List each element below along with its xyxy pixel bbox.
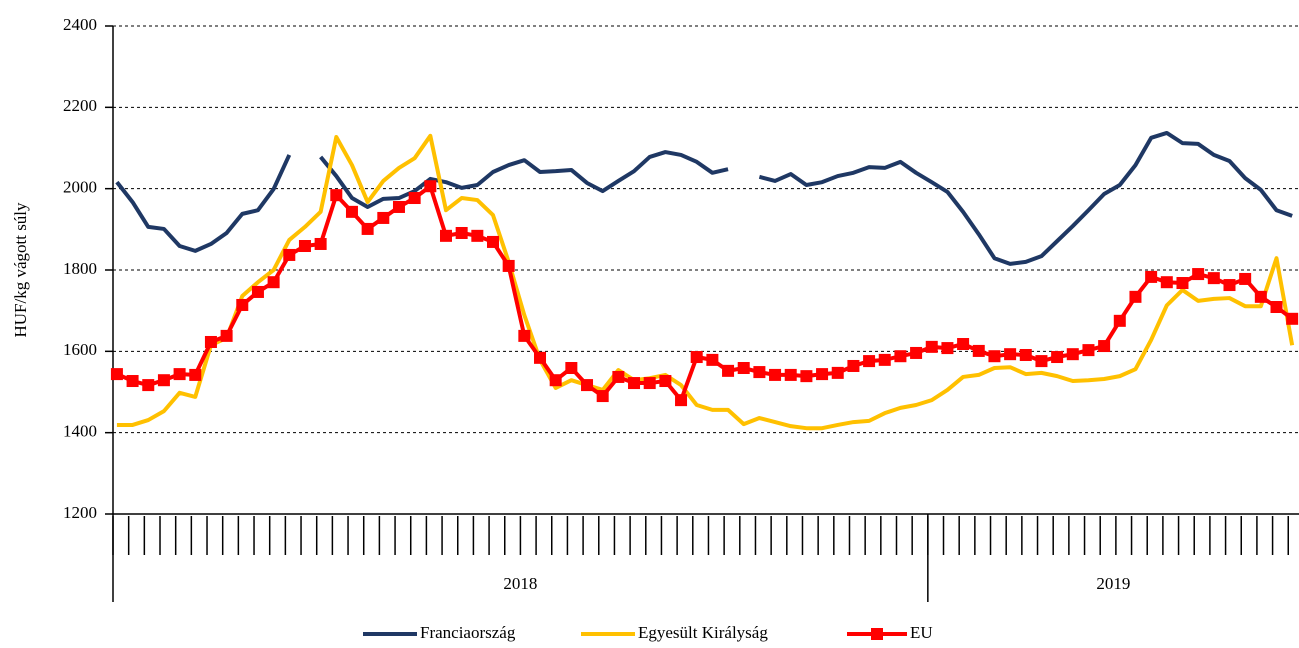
marker xyxy=(1223,279,1236,292)
marker xyxy=(1176,277,1189,290)
group-label: 2018 xyxy=(503,574,537,593)
marker xyxy=(1192,268,1205,281)
marker xyxy=(612,370,625,383)
marker xyxy=(126,375,139,388)
marker xyxy=(1113,314,1126,327)
y-tick-label: 2400 xyxy=(63,15,97,34)
marker xyxy=(1082,344,1095,357)
y-tick-label: 1800 xyxy=(63,259,97,278)
legend-label: Franciaország xyxy=(420,623,516,642)
marker xyxy=(628,377,641,390)
marker xyxy=(878,353,891,366)
marker xyxy=(345,205,358,218)
marker xyxy=(925,340,938,353)
marker xyxy=(690,351,703,364)
marker xyxy=(675,394,688,407)
marker xyxy=(972,344,985,357)
marker xyxy=(204,335,217,348)
marker xyxy=(988,350,1001,363)
marker xyxy=(831,366,844,379)
marker xyxy=(706,353,719,366)
marker xyxy=(1286,312,1299,325)
marker xyxy=(408,192,421,205)
marker xyxy=(518,329,531,342)
marker xyxy=(486,235,499,248)
marker xyxy=(1145,270,1158,283)
marker xyxy=(267,276,280,289)
marker xyxy=(565,362,578,375)
marker xyxy=(1254,290,1267,303)
marker xyxy=(142,379,155,392)
marker xyxy=(737,362,750,375)
marker xyxy=(643,377,656,390)
group-label: 2019 xyxy=(1096,574,1130,593)
marker xyxy=(173,368,186,381)
marker xyxy=(1270,301,1283,314)
series-line xyxy=(116,133,1295,431)
marker xyxy=(1035,355,1048,368)
marker xyxy=(863,355,876,368)
marker xyxy=(1207,272,1220,285)
marker xyxy=(581,379,594,392)
y-tick-label: 1600 xyxy=(63,340,97,359)
marker xyxy=(424,180,437,193)
legend-marker xyxy=(871,628,883,640)
marker xyxy=(957,338,970,351)
marker xyxy=(941,342,954,355)
marker xyxy=(330,189,343,202)
marker xyxy=(784,368,797,381)
marker xyxy=(236,298,249,311)
marker xyxy=(189,368,202,381)
marker xyxy=(157,374,170,387)
marker xyxy=(910,346,923,359)
marker xyxy=(455,226,468,239)
marker xyxy=(377,211,390,224)
marker xyxy=(894,350,907,363)
y-tick-label: 2200 xyxy=(63,96,97,115)
marker xyxy=(1004,348,1017,361)
marker xyxy=(769,368,782,381)
marker xyxy=(659,375,672,388)
marker xyxy=(800,370,813,383)
marker xyxy=(314,237,327,250)
marker xyxy=(1160,276,1173,289)
marker xyxy=(1019,348,1032,361)
marker xyxy=(1051,351,1064,364)
marker xyxy=(534,351,547,364)
y-tick-label: 1200 xyxy=(63,503,97,522)
marker xyxy=(753,366,766,379)
marker xyxy=(847,359,860,372)
marker xyxy=(1066,348,1079,361)
marker xyxy=(549,374,562,387)
y-tick-label: 2000 xyxy=(63,178,97,197)
marker xyxy=(361,222,374,235)
marker xyxy=(816,368,829,381)
marker xyxy=(1098,340,1111,353)
marker xyxy=(283,248,296,261)
y-tick-label: 1400 xyxy=(63,422,97,441)
marker xyxy=(251,285,264,298)
series-line xyxy=(115,130,1293,266)
marker xyxy=(1239,272,1252,285)
marker xyxy=(110,368,123,381)
legend-label: Egyesült Királyság xyxy=(638,623,768,642)
marker xyxy=(298,240,311,253)
marker xyxy=(596,390,609,403)
marker xyxy=(1129,290,1142,303)
series-line xyxy=(116,184,1294,403)
marker xyxy=(439,229,452,242)
marker xyxy=(722,364,735,377)
marker xyxy=(502,259,515,272)
y-axis-label: HUF/kg vágott súly xyxy=(11,202,30,338)
legend-label: EU xyxy=(910,623,933,642)
marker xyxy=(392,200,405,213)
marker xyxy=(471,229,484,242)
marker xyxy=(220,329,233,342)
